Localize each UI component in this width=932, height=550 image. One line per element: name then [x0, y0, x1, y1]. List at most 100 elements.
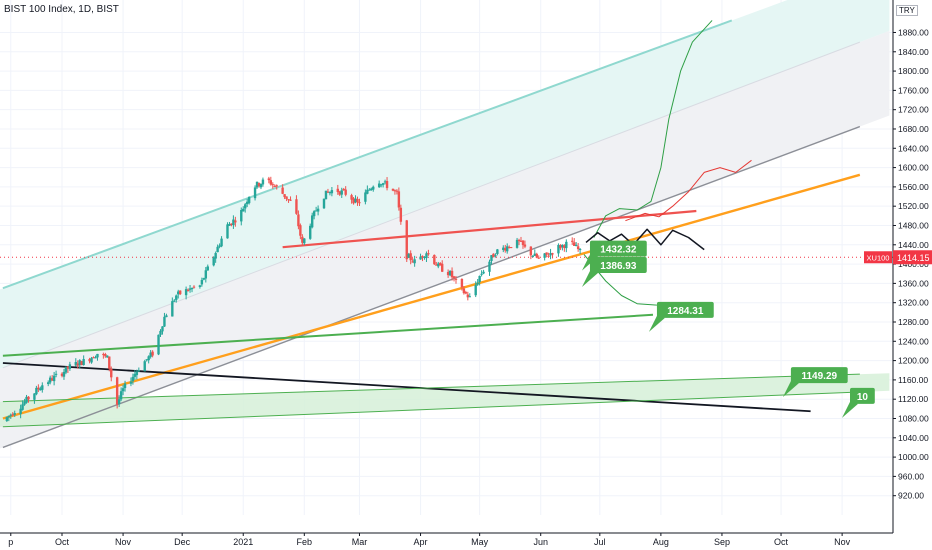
currency-badge[interactable]: TRY: [896, 5, 918, 16]
candle-body: [326, 191, 330, 193]
candle-body: [247, 196, 251, 204]
candle-body: [52, 375, 56, 382]
candle-body: [385, 181, 389, 189]
candle-body: [379, 184, 383, 186]
candle-body: [452, 276, 456, 279]
price-callout: 1284.31: [648, 301, 714, 332]
candle-body: [494, 255, 497, 257]
y-tick-label: 1360.00: [898, 278, 929, 288]
x-tick-label: 2021: [233, 537, 253, 547]
candle-body: [557, 245, 560, 254]
candle-body: [454, 278, 458, 280]
x-tick-label: Sep: [714, 537, 730, 547]
candle-body: [571, 240, 574, 242]
candle-body: [74, 362, 77, 366]
candle-body: [433, 254, 436, 265]
y-tick-label: 1480.00: [898, 220, 929, 230]
candle-body: [163, 316, 166, 327]
lower-band-top-line: [2, 373, 860, 403]
candle-body: [281, 187, 284, 194]
candle-body: [356, 199, 359, 203]
candle-body: [177, 291, 180, 295]
candle-body: [507, 247, 511, 249]
candle-body: [460, 279, 464, 288]
x-tick-label: Nov: [834, 537, 851, 547]
candle-body: [23, 401, 26, 405]
candle-body: [397, 191, 401, 208]
candle-body: [232, 219, 235, 226]
price-callout: 1149.29: [782, 367, 848, 398]
callout-label: 1432.32: [600, 245, 637, 256]
candle-body: [135, 371, 139, 376]
candle-body: [115, 377, 119, 405]
callout-box: [790, 367, 848, 384]
candle-body: [519, 240, 523, 242]
lower-band-fill: [0, 373, 890, 427]
candle-body: [7, 415, 11, 418]
candle-body: [509, 247, 513, 249]
x-tick-label: Mar: [352, 537, 368, 547]
candle-body: [269, 180, 273, 185]
candle-body: [104, 354, 107, 357]
candle-body: [47, 382, 50, 384]
y-tick-label: 1720.00: [898, 105, 929, 115]
symbol-tag-label: XU100: [867, 253, 890, 262]
y-tick-label: 1840.00: [898, 47, 929, 57]
candle-body: [466, 294, 470, 298]
callout-box: [656, 301, 714, 318]
candle-body: [190, 287, 194, 290]
candle-body: [399, 207, 403, 222]
candle-body: [226, 224, 229, 239]
callout-pointer: [782, 381, 799, 398]
candle-body: [330, 190, 334, 194]
callout-label: 1386.93: [600, 261, 637, 272]
y-tick-label: 1160.00: [898, 375, 928, 385]
x-tick-label: Nov: [115, 537, 132, 547]
callout-label: 10: [857, 392, 869, 403]
candle-body: [295, 199, 298, 214]
candle-body: [179, 290, 182, 295]
candle-body: [314, 210, 318, 212]
candle-body: [423, 256, 426, 258]
candle-body: [419, 256, 422, 260]
candle-body: [39, 388, 42, 391]
candle-body: [188, 288, 192, 290]
candle-body: [364, 192, 367, 202]
candle-body: [273, 186, 276, 188]
candle-body: [50, 378, 54, 381]
candle-body: [13, 413, 16, 415]
y-tick-label: 1600.00: [898, 163, 929, 173]
candle-body: [340, 190, 343, 195]
candle-body: [441, 263, 444, 272]
x-tick-label: Jun: [533, 537, 548, 547]
candle-body: [342, 188, 345, 191]
candle-body: [78, 360, 81, 366]
candle-body: [450, 270, 454, 278]
candle-body: [123, 383, 127, 389]
candle-body: [283, 194, 286, 198]
candle-body: [54, 373, 58, 375]
candle-body: [411, 261, 414, 263]
channel-lower-fill: [0, 30, 890, 449]
candle-body: [267, 178, 271, 181]
candle-body: [157, 334, 160, 355]
candle-body: [119, 391, 123, 400]
x-tick-label: Aug: [653, 537, 669, 547]
last-price-label: 1414.15: [897, 253, 930, 263]
x-tick-label: Feb: [297, 537, 313, 547]
candle-body: [41, 385, 44, 390]
candle-body: [171, 301, 174, 317]
candle-body: [206, 266, 209, 271]
callout-pointer: [842, 401, 858, 418]
channel-mid-line: [2, 41, 861, 369]
candle-body: [482, 271, 485, 274]
candle-body: [435, 264, 438, 266]
callout-box: [850, 387, 875, 404]
candle-body: [322, 198, 326, 209]
candle-body: [370, 188, 373, 191]
candle-body: [316, 208, 320, 212]
candle-body: [328, 191, 332, 194]
candle-body: [425, 253, 428, 259]
candle-body: [82, 359, 85, 365]
